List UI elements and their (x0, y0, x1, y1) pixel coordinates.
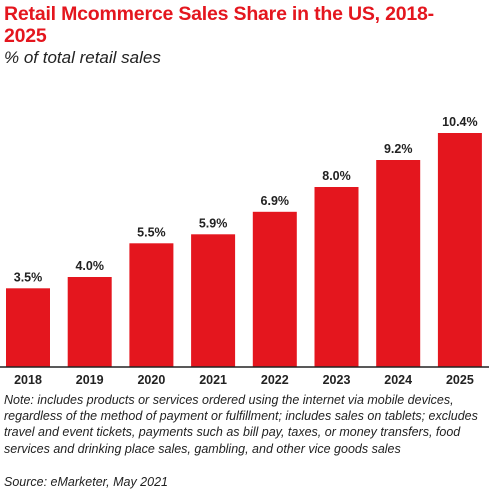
bar-2024 (376, 160, 421, 367)
value-label-2023: 8.0% (322, 169, 351, 183)
bars-group (6, 133, 482, 368)
value-label-2025: 10.4% (442, 115, 477, 129)
value-label-2019: 4.0% (75, 259, 104, 273)
bar-2019 (67, 277, 112, 367)
x-tick-2023: 2023 (323, 373, 351, 387)
value-label-2018: 3.5% (14, 270, 43, 284)
x-tick-2024: 2024 (384, 373, 412, 387)
bar-2018 (6, 288, 50, 368)
value-labels-group: 3.5% 4.0% 5.5% 5.9% 6.9% 8.0% 9.2% 10.4% (14, 115, 478, 284)
bar-2022 (252, 211, 297, 368)
bar-2023 (314, 187, 359, 367)
value-label-2024: 9.2% (384, 142, 413, 156)
chart-title: Retail Mcommerce Sales Share in the US, … (4, 3, 434, 47)
bar-2021 (191, 234, 236, 368)
x-tick-labels-group: 2018 2019 2020 2021 2022 2023 2024 2025 (14, 373, 474, 387)
bar-2020 (129, 243, 174, 368)
bar-chart: 3.5%4.0%5.5%5.9%6.9%8.0%9.2%10.4% 2018 20… (0, 115, 489, 387)
x-tick-2018: 2018 (14, 373, 42, 387)
value-label-2020: 5.5% (137, 225, 166, 239)
x-tick-2025: 2025 (446, 373, 474, 387)
x-tick-2020: 2020 (137, 373, 165, 387)
value-label-2021: 5.9% (199, 216, 228, 230)
x-tick-2022: 2022 (261, 373, 289, 387)
x-tick-2021: 2021 (199, 373, 227, 387)
chart-source: Source: eMarketer, May 2021 (4, 475, 168, 489)
value-label-2022: 6.9% (261, 194, 290, 208)
bar-2025 (437, 133, 482, 367)
chart-note: Note: includes products or services orde… (4, 393, 478, 456)
x-tick-2019: 2019 (76, 373, 104, 387)
chart-subtitle: % of total retail sales (4, 48, 161, 67)
